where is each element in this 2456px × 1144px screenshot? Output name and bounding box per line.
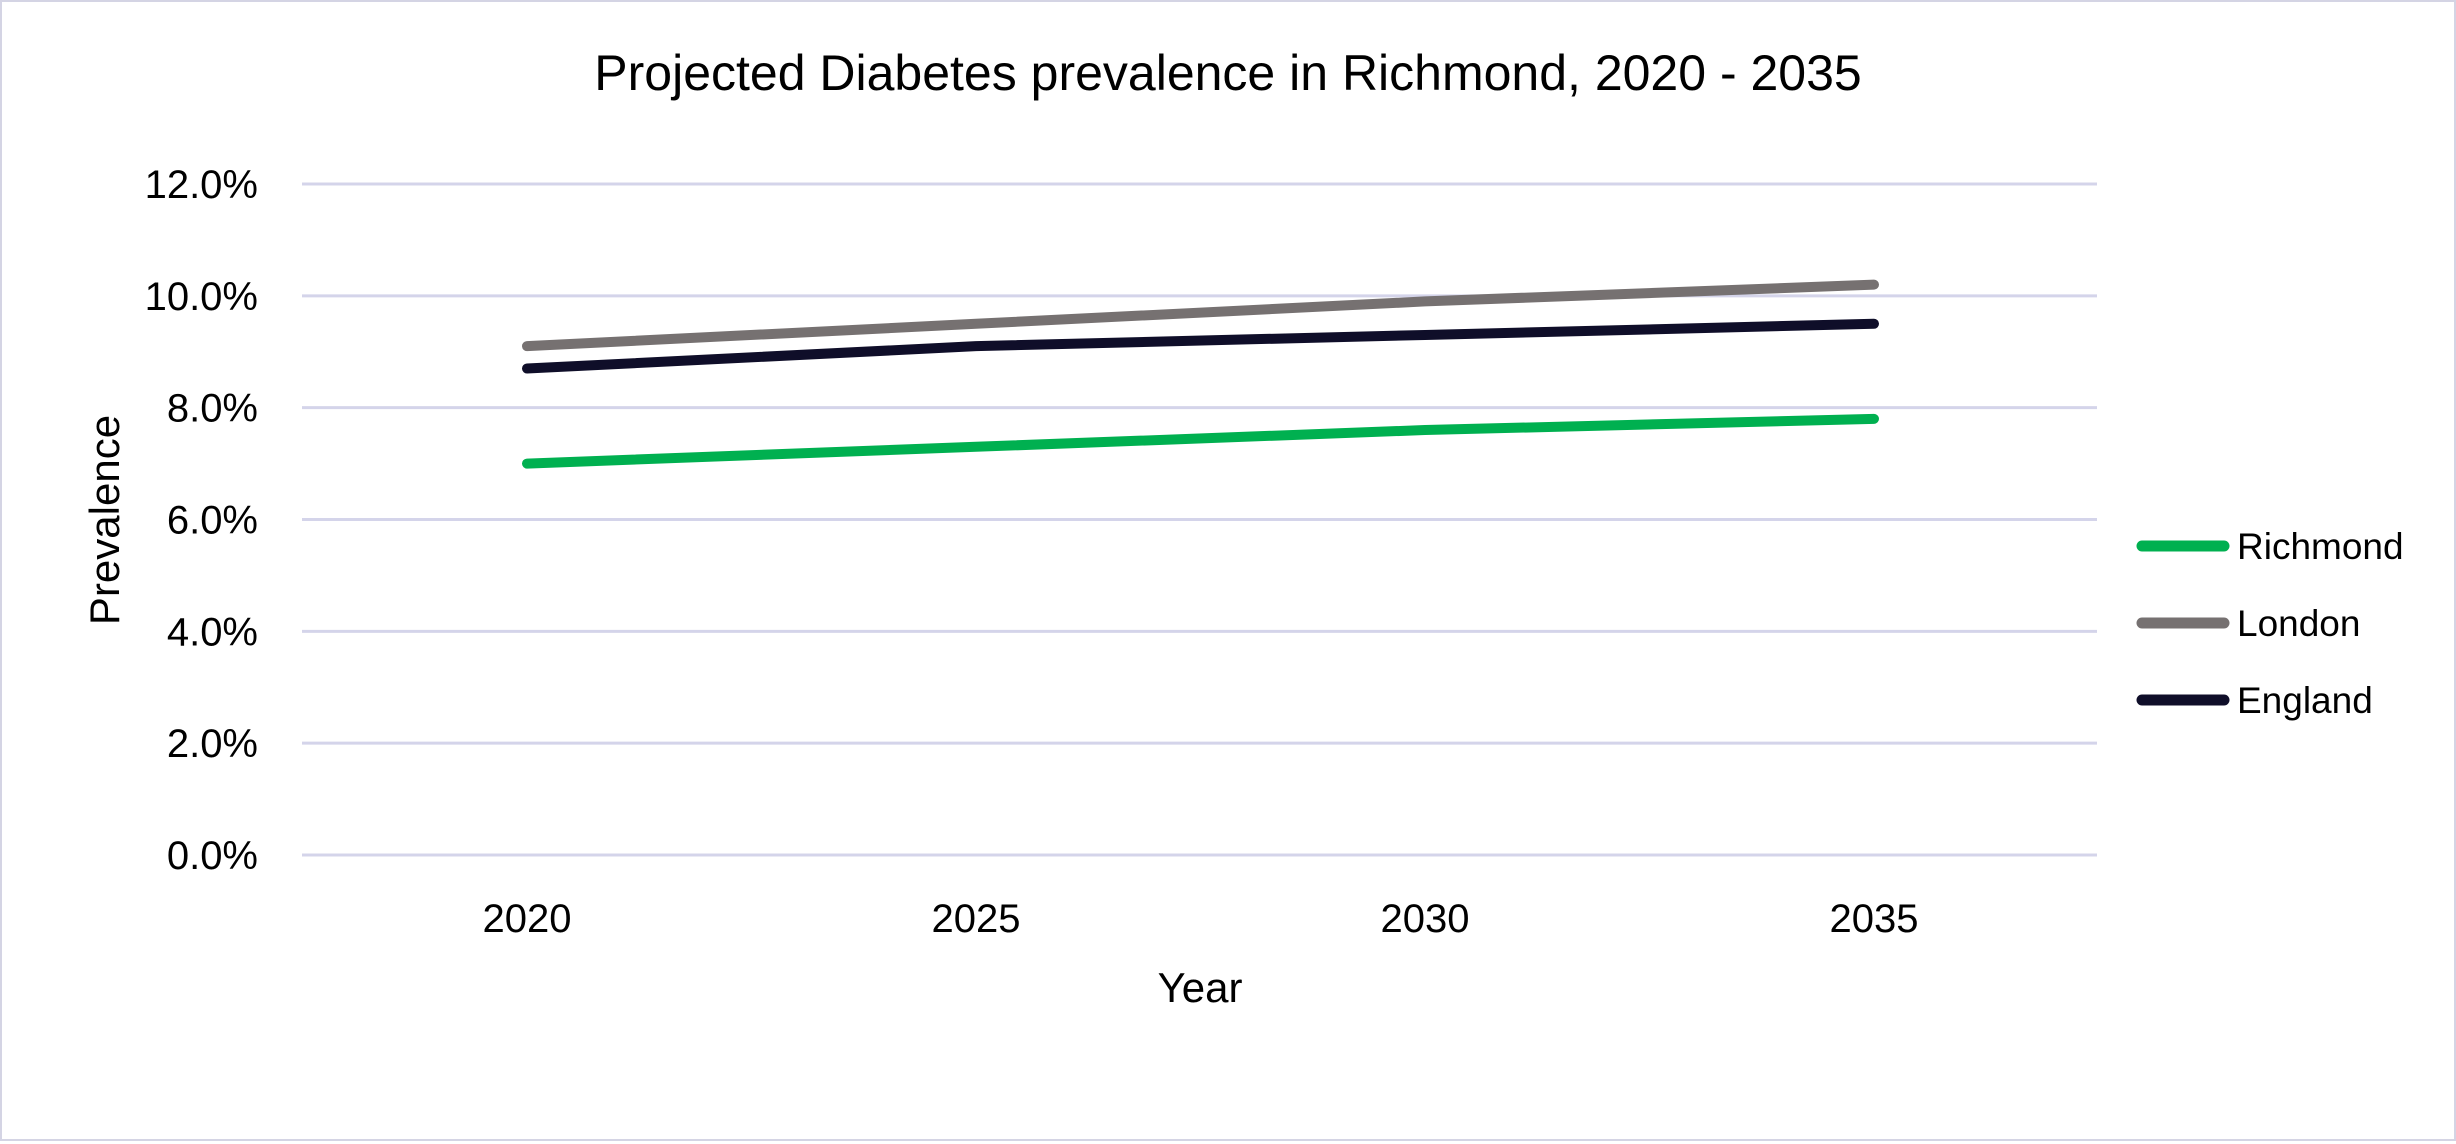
- series-line-richmond: [522, 413, 1879, 469]
- x-tick-label: 2020: [483, 897, 572, 941]
- series-line-england: [522, 318, 1879, 374]
- y-tick-label: 0.0%: [167, 834, 258, 878]
- legend-item-england: England: [2136, 680, 2373, 721]
- x-tick-label: 2030: [1381, 897, 1470, 941]
- legend-item-london: London: [2136, 603, 2360, 644]
- legend-label: Richmond: [2237, 526, 2404, 567]
- y-tick-label: 10.0%: [145, 275, 258, 319]
- x-tick-labels: 2020 2025 2030 2035: [483, 897, 1919, 941]
- legend-label: London: [2237, 603, 2360, 644]
- x-axis-title: Year: [1158, 964, 1243, 1011]
- legend: Richmond London England: [2136, 526, 2404, 721]
- y-tick-labels: 0.0% 2.0% 4.0% 6.0% 8.0% 10.0% 12.0%: [145, 163, 258, 878]
- y-tick-label: 4.0%: [167, 610, 258, 654]
- chart-title: Projected Diabetes prevalence in Richmon…: [594, 45, 1861, 101]
- y-tick-label: 8.0%: [167, 387, 258, 431]
- series-lines: [522, 279, 1879, 469]
- x-tick-label: 2035: [1830, 897, 1919, 941]
- legend-item-richmond: Richmond: [2136, 526, 2404, 567]
- x-tick-label: 2025: [932, 897, 1021, 941]
- series-line-london: [522, 279, 1879, 352]
- y-axis-title: Prevalence: [81, 415, 128, 625]
- gridlines: [302, 182, 2097, 857]
- y-tick-label: 2.0%: [167, 722, 258, 766]
- legend-label: England: [2237, 680, 2373, 721]
- y-tick-label: 6.0%: [167, 499, 258, 543]
- y-tick-label: 12.0%: [145, 163, 258, 207]
